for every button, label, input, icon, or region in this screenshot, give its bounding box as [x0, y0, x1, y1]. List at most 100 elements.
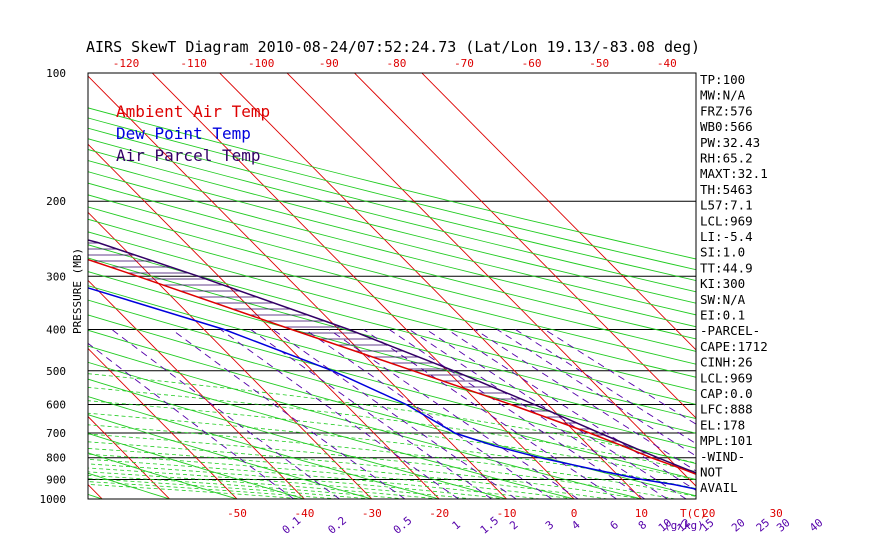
- isotherm-line: [151, 73, 575, 499]
- isotherm-line: [219, 73, 643, 499]
- dry-adiabat-line: [88, 127, 696, 282]
- x-bottom-tick-label: -40: [294, 507, 314, 520]
- skewt-grid: [0, 64, 696, 509]
- parcel-line: [88, 239, 696, 474]
- mixing-ratio-tick-label: 40: [807, 516, 826, 534]
- mixing-ratio-tick-label: 4: [569, 518, 583, 532]
- stat-item: RH:65.2: [700, 151, 753, 166]
- mixing-ratio-tick-label: 6: [608, 518, 621, 532]
- legend-dewpoint: Dew Point Temp: [116, 124, 251, 143]
- mixing-ratio-line: [447, 329, 696, 491]
- moist-adiabat-line: [88, 412, 696, 489]
- y-tick-label: 700: [46, 427, 66, 440]
- x-top-tick-label: -90: [319, 57, 339, 70]
- isotherm-line: [88, 143, 440, 499]
- isotherm-line: [88, 211, 373, 499]
- stat-item: TP:100: [700, 72, 745, 87]
- mixing-ratio-tick-label: 0.5: [391, 514, 415, 537]
- stats-panel: TP:100MW:N/AFRZ:576WB0:566PW:32.43RH:65.…: [700, 72, 768, 495]
- x-top-tick-label: -110: [180, 57, 207, 70]
- stat-item: CAPE:1712: [700, 339, 768, 354]
- dry-adiabat-line: [88, 452, 238, 499]
- mixing-ratio-line: [496, 329, 696, 457]
- x-bottom-tick-label: -50: [227, 507, 247, 520]
- mixing-ratio-line: [272, 329, 517, 499]
- y-tick-label: 600: [46, 398, 66, 411]
- isotherm-line: [88, 75, 508, 499]
- mixing-ratio-line: [111, 329, 340, 499]
- isotherm-line: [421, 73, 696, 351]
- stat-item: -WIND-: [700, 449, 745, 464]
- y-tick-label: 200: [46, 195, 66, 208]
- y-tick-label: 1000: [40, 493, 67, 506]
- dewpoint-line: [88, 287, 696, 490]
- moist-adiabat-line: [88, 448, 608, 499]
- y-tick-label: 400: [46, 323, 66, 336]
- y-tick-label: 300: [46, 270, 66, 283]
- dry-adiabat-line: [88, 285, 696, 449]
- stat-item: WB0:566: [700, 119, 753, 134]
- x-top-tick-label: -60: [522, 57, 542, 70]
- x-top-tick-label: -70: [454, 57, 474, 70]
- dry-adiabat-line: [88, 231, 696, 392]
- moist-adiabat-line: [88, 400, 696, 481]
- dry-adiabat-line: [88, 138, 696, 293]
- isotherm-line: [88, 415, 171, 499]
- moist-adiabat-line: [88, 424, 696, 497]
- isotherm-line: [0, 64, 44, 509]
- dry-adiabat-line: [88, 194, 696, 352]
- stat-item: L57:7.1: [700, 198, 753, 213]
- mixing-ratio-tick-label: 1: [450, 518, 463, 532]
- x-bottom-tick-label: 0: [571, 507, 578, 520]
- y-tick-label: 100: [46, 67, 66, 80]
- stat-item: CINH:26: [700, 355, 753, 370]
- stat-item: LI:-5.4: [700, 229, 753, 244]
- mixing-ratio-line: [515, 329, 696, 445]
- stat-item: EI:0.1: [700, 308, 745, 323]
- mixing-ratio-line: [426, 329, 687, 499]
- stat-item: LCL:969: [700, 213, 753, 228]
- y-tick-label: 500: [46, 365, 66, 378]
- cape-hatch: [88, 242, 692, 472]
- chart-title: AIRS SkewT Diagram 2010-08-24/07:52:24.7…: [86, 38, 700, 56]
- mixing-ratio-axis-label: (g/kg): [664, 519, 704, 532]
- mixing-ratio-line: [544, 329, 696, 425]
- dry-adiabat-line: [88, 244, 696, 405]
- y-tick-label: 800: [46, 452, 66, 465]
- mixing-ratio-tick-label: 8: [636, 518, 649, 532]
- dry-adiabat-line: [88, 361, 575, 499]
- mixing-ratio-tick-label: 3: [543, 518, 556, 532]
- dry-adiabat-line: [88, 414, 372, 499]
- dry-adiabat-line: [88, 117, 696, 271]
- x-bottom-tick-label: 30: [770, 507, 783, 520]
- legend-parcel: Air Parcel Temp: [116, 146, 261, 165]
- dry-adiabat-line: [88, 378, 507, 499]
- x-top-tick-label: -80: [386, 57, 406, 70]
- stat-item: TH:5463: [700, 182, 753, 197]
- moist-adiabat-line: [88, 373, 696, 464]
- stat-item: KI:300: [700, 276, 745, 291]
- dry-adiabat-line: [0, 73, 35, 499]
- stat-item: AVAIL: [700, 480, 738, 495]
- mixing-ratio-line: [474, 329, 696, 472]
- x-top-tick-label: -40: [657, 57, 677, 70]
- stat-item: TT:44.9: [700, 260, 753, 275]
- stat-item: PW:32.43: [700, 135, 760, 150]
- y-axis-label: PRESSURE (MB): [71, 248, 84, 334]
- mixing-ratio-line: [171, 329, 406, 499]
- dry-adiabat-line: [88, 182, 696, 340]
- isotherm-line: [286, 73, 696, 487]
- x-bottom-tick-label: 10: [635, 507, 648, 520]
- isotherm-line: [88, 279, 306, 499]
- dry-adiabat-line: [88, 107, 696, 260]
- stat-item: SI:1.0: [700, 245, 745, 260]
- stat-item: MAXT:32.1: [700, 166, 768, 181]
- mixing-ratio-line: [328, 329, 579, 499]
- dry-adiabat-line: [88, 160, 696, 316]
- moist-adiabat-line: [88, 458, 541, 499]
- x-top-tick-label: -100: [248, 57, 275, 70]
- stat-item: CAP:0.0: [700, 386, 753, 401]
- x-bottom-tick-label: -30: [362, 507, 382, 520]
